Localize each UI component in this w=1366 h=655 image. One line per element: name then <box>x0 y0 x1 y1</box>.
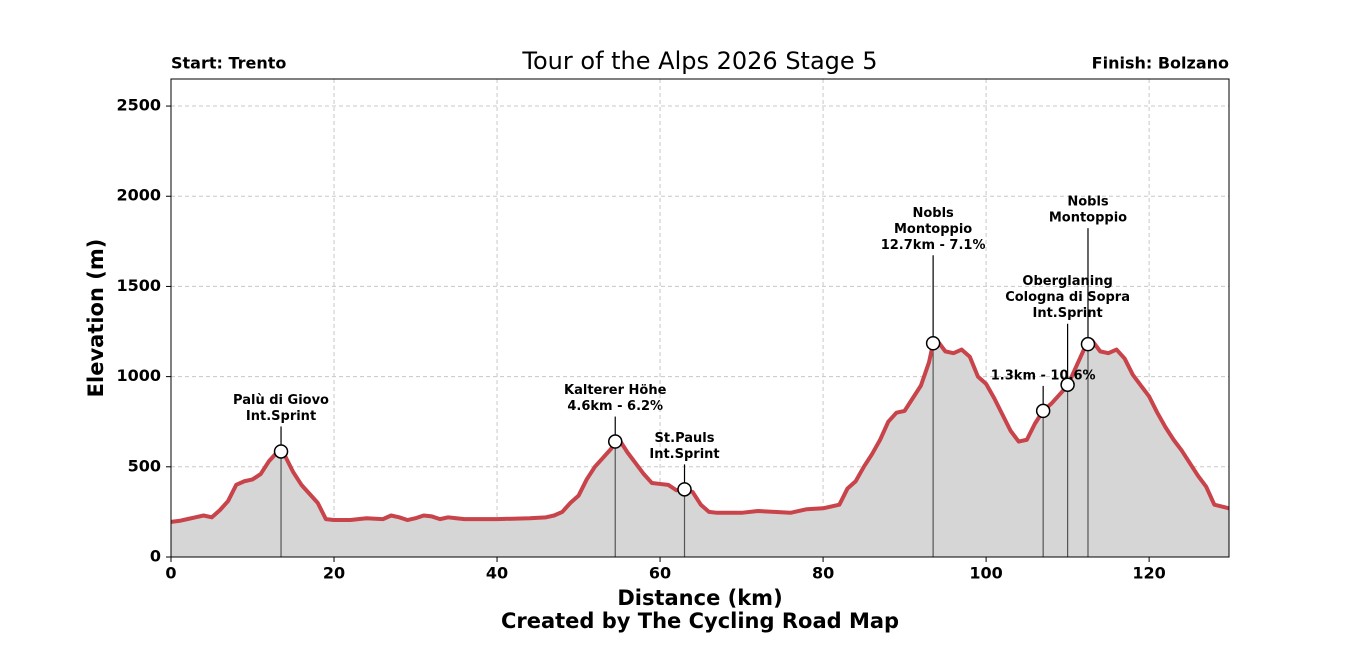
x-tick-label: 20 <box>323 564 345 583</box>
elevation-line <box>170 338 1230 524</box>
annotation-label: Int.Sprint <box>1032 306 1102 321</box>
annotation-label: Nobls <box>1067 195 1109 210</box>
marker <box>1035 403 1051 419</box>
x-tick-label: 40 <box>486 564 508 583</box>
x-tick-label: 0 <box>165 564 176 583</box>
x-tick-label: 100 <box>969 564 1002 583</box>
y-tick-label: 1000 <box>116 366 161 385</box>
chart-title: Tour of the Alps 2026 Stage 5 <box>521 47 877 75</box>
annotation-label: Int.Sprint <box>649 447 719 462</box>
y-tick-label: 500 <box>128 456 161 475</box>
annotation-label: 1.3km - 10.6% <box>991 368 1096 383</box>
elevation-area <box>171 340 1229 557</box>
x-axis-label: Distance (km) <box>617 586 782 610</box>
annotation-label: Int.Sprint <box>246 409 316 424</box>
marker <box>607 434 623 449</box>
annotation-label: Palù di Giovo <box>233 393 329 408</box>
x-tick-label: 60 <box>649 564 671 583</box>
annotation-label: Montoppio <box>1049 211 1127 226</box>
annotation-label: Oberglaning <box>1022 274 1112 289</box>
y-tick-label: 1500 <box>116 276 161 295</box>
y-tick-label: 2500 <box>116 96 161 115</box>
marker <box>677 482 692 497</box>
x-tick-label: 80 <box>812 564 834 583</box>
marker <box>925 336 941 351</box>
annotation-label: 4.6km - 6.2% <box>567 399 663 414</box>
marker <box>273 444 289 459</box>
marker <box>1060 377 1075 392</box>
y-axis-label: Elevation (m) <box>84 239 108 398</box>
x-tick-label: 120 <box>1132 564 1165 583</box>
annotation-label: Nobls <box>912 206 954 221</box>
y-tick-label: 0 <box>150 547 161 566</box>
start-label: Start: Trento <box>171 54 286 73</box>
finish-label: Finish: Bolzano <box>1092 54 1229 73</box>
annotation-label: Cologna di Sopra <box>1005 290 1130 305</box>
annotation-label: Kalterer Höhe <box>564 383 667 398</box>
annotation-label: 12.7km - 7.1% <box>881 238 986 253</box>
y-tick-label: 2000 <box>116 186 161 205</box>
plot-frame <box>170 78 1230 558</box>
marker <box>1080 336 1096 352</box>
annotation-label: St.Pauls <box>655 431 715 446</box>
footer: Created by The Cycling Road Map <box>501 609 899 633</box>
annotation-label: Montoppio <box>894 222 972 237</box>
